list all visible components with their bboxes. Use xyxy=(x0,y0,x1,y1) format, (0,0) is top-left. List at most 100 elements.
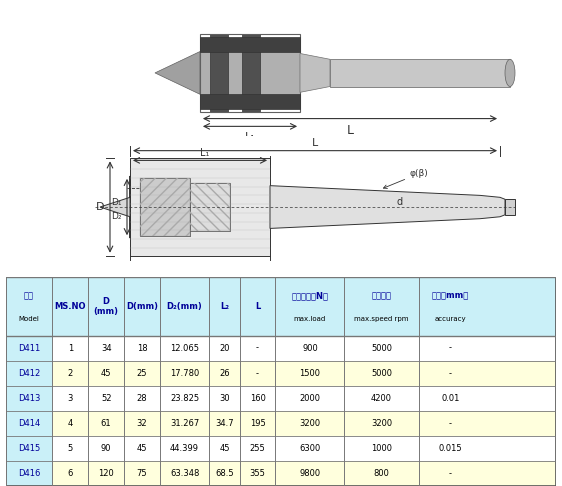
Text: 25: 25 xyxy=(137,369,147,378)
Text: 90: 90 xyxy=(101,444,111,453)
Text: 32: 32 xyxy=(137,419,147,428)
Text: 45: 45 xyxy=(137,444,147,453)
Text: 45: 45 xyxy=(219,444,230,453)
Text: 20: 20 xyxy=(219,344,230,352)
Bar xyxy=(200,37,300,52)
Text: L: L xyxy=(312,138,318,148)
Text: 5000: 5000 xyxy=(371,369,392,378)
Text: 2: 2 xyxy=(67,369,73,378)
Text: 75: 75 xyxy=(137,469,147,478)
Text: 17.780: 17.780 xyxy=(170,369,200,378)
Text: D413: D413 xyxy=(18,394,40,403)
Bar xyxy=(190,183,230,231)
Bar xyxy=(330,59,510,87)
Bar xyxy=(6,461,52,486)
Text: 45: 45 xyxy=(101,369,111,378)
Text: 120: 120 xyxy=(98,469,114,478)
Text: 34: 34 xyxy=(101,344,111,352)
Text: 型号: 型号 xyxy=(24,291,34,300)
Text: 44.399: 44.399 xyxy=(170,444,199,453)
Text: 0.01: 0.01 xyxy=(441,394,460,403)
Text: L: L xyxy=(347,124,353,138)
Polygon shape xyxy=(270,186,505,228)
Text: Model: Model xyxy=(19,316,39,322)
Text: 52: 52 xyxy=(101,394,111,403)
Text: D416: D416 xyxy=(18,469,40,478)
Bar xyxy=(200,94,300,109)
Text: 355: 355 xyxy=(250,469,265,478)
Text: 3: 3 xyxy=(67,394,73,403)
Text: D415: D415 xyxy=(18,444,40,453)
Text: 9800: 9800 xyxy=(300,469,320,478)
Polygon shape xyxy=(155,52,200,94)
Text: -: - xyxy=(449,369,452,378)
Text: D411: D411 xyxy=(18,344,40,352)
Text: D₂(mm): D₂(mm) xyxy=(167,302,202,311)
Text: 3200: 3200 xyxy=(371,419,392,428)
Text: 26: 26 xyxy=(219,369,230,378)
Bar xyxy=(6,386,556,411)
Text: 6300: 6300 xyxy=(300,444,320,453)
Text: 6: 6 xyxy=(67,469,73,478)
Text: L₁: L₁ xyxy=(200,148,210,158)
Text: 18: 18 xyxy=(137,344,147,352)
Bar xyxy=(210,34,228,112)
Text: D412: D412 xyxy=(18,369,40,378)
Bar xyxy=(6,411,556,436)
Text: 精度（mm）: 精度（mm） xyxy=(432,291,469,300)
Text: L: L xyxy=(255,302,260,311)
Polygon shape xyxy=(300,53,330,92)
Ellipse shape xyxy=(505,59,515,87)
Text: -: - xyxy=(256,344,259,352)
Text: 255: 255 xyxy=(250,444,265,453)
Polygon shape xyxy=(100,176,130,238)
Text: -: - xyxy=(449,344,452,352)
Text: 28: 28 xyxy=(137,394,147,403)
Text: -: - xyxy=(449,419,452,428)
Text: 3200: 3200 xyxy=(300,419,320,428)
Text: L₂: L₂ xyxy=(220,302,229,311)
Text: 63.348: 63.348 xyxy=(170,469,200,478)
Bar xyxy=(6,361,52,386)
Text: d: d xyxy=(397,197,403,207)
Text: D(mm): D(mm) xyxy=(126,302,158,311)
Bar xyxy=(6,277,556,335)
Text: 5000: 5000 xyxy=(371,344,392,352)
Text: D414: D414 xyxy=(18,419,40,428)
Text: D₁: D₁ xyxy=(111,198,122,207)
Bar xyxy=(242,34,260,112)
Text: 2000: 2000 xyxy=(300,394,320,403)
Text: 12.065: 12.065 xyxy=(170,344,199,352)
Text: 195: 195 xyxy=(250,419,265,428)
Text: -: - xyxy=(449,469,452,478)
Text: 径向载荷（N）: 径向载荷（N） xyxy=(292,291,328,300)
Bar xyxy=(140,178,190,236)
Bar xyxy=(6,335,556,361)
Bar xyxy=(190,183,230,231)
Text: D
(mm): D (mm) xyxy=(94,296,119,316)
Text: 1500: 1500 xyxy=(300,369,320,378)
Text: 31.267: 31.267 xyxy=(170,419,200,428)
Bar xyxy=(6,361,556,386)
Bar xyxy=(140,178,190,236)
Bar xyxy=(6,436,556,461)
Text: accuracy: accuracy xyxy=(434,316,466,322)
Text: φ(β): φ(β) xyxy=(383,169,429,189)
Text: 极限转速: 极限转速 xyxy=(371,291,392,300)
Text: max.speed rpm: max.speed rpm xyxy=(354,316,409,322)
Bar xyxy=(130,158,270,256)
Text: D₂: D₂ xyxy=(111,212,122,221)
Text: 4: 4 xyxy=(67,419,73,428)
Text: MS.NO: MS.NO xyxy=(55,302,86,311)
Text: 1000: 1000 xyxy=(371,444,392,453)
Text: 23.825: 23.825 xyxy=(170,394,199,403)
Bar xyxy=(505,199,515,215)
Bar xyxy=(6,436,52,461)
Text: 68.5: 68.5 xyxy=(215,469,234,478)
Text: 30: 30 xyxy=(219,394,230,403)
Bar xyxy=(200,34,300,112)
Text: max.load: max.load xyxy=(294,316,326,322)
Bar xyxy=(200,39,300,107)
Text: D: D xyxy=(96,202,104,212)
Text: -: - xyxy=(256,369,259,378)
